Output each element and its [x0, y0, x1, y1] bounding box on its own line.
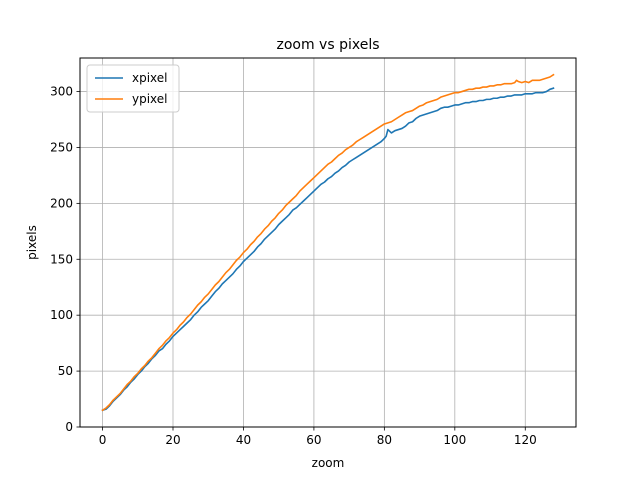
legend-label-xpixel: xpixel	[132, 71, 168, 85]
x-tick-label: 120	[514, 433, 537, 447]
y-tick-label: 200	[50, 196, 73, 210]
plot-frame	[79, 57, 577, 428]
y-tick-label: 50	[58, 364, 73, 378]
y-tick-label: 250	[50, 140, 73, 154]
y-axis-label: pixels	[25, 225, 39, 260]
series-line-ypixel	[101, 73, 555, 412]
x-tick-label: 40	[236, 433, 251, 447]
series-line-xpixel	[101, 87, 555, 412]
axis-ticks: 0 20 40 60 80 100 120 0 50 100 150 200 250 300	[50, 85, 537, 447]
x-tick-label: 60	[306, 433, 321, 447]
x-axis-label: zoom	[312, 456, 345, 470]
y-tick-label: 150	[50, 252, 73, 266]
legend: xpixel ypixel	[86, 64, 180, 113]
x-tick-label: 100	[443, 433, 466, 447]
x-tick-label: 0	[99, 433, 107, 447]
y-tick-label: 100	[50, 308, 73, 322]
y-tick-label: 0	[65, 420, 73, 434]
x-tick-label: 20	[165, 433, 180, 447]
legend-box	[86, 64, 180, 113]
y-tick-label: 300	[50, 85, 73, 99]
legend-label-ypixel: ypixel	[132, 92, 168, 106]
chart-title: zoom vs pixels	[276, 37, 379, 53]
x-tick-label: 80	[377, 433, 392, 447]
plot-area	[80, 58, 576, 427]
series-layer	[101, 73, 555, 412]
